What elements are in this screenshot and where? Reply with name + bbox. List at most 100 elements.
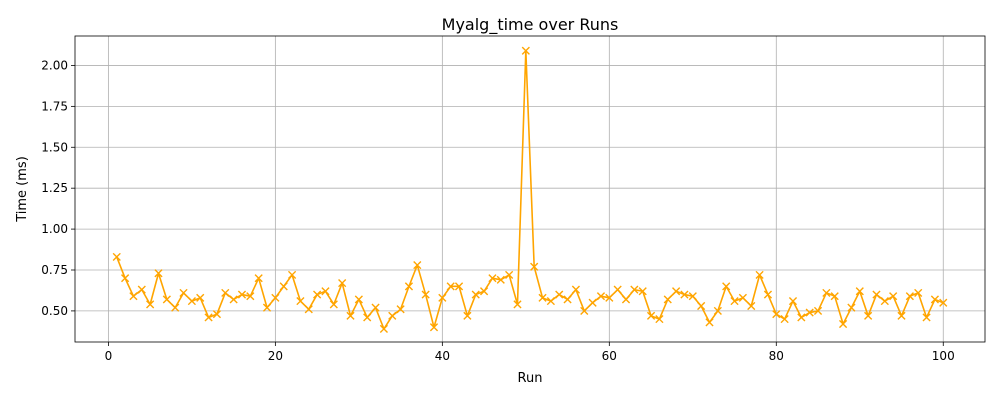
data-point-marker bbox=[513, 300, 522, 309]
data-point-marker bbox=[271, 293, 280, 302]
data-point-marker bbox=[805, 308, 814, 317]
data-point-marker bbox=[438, 293, 447, 302]
data-point-marker bbox=[120, 274, 130, 283]
data-point-marker bbox=[813, 306, 823, 316]
data-point-marker bbox=[897, 311, 906, 320]
data-point-marker bbox=[112, 252, 121, 262]
data-point-marker bbox=[304, 305, 313, 314]
data-point-marker bbox=[446, 282, 455, 291]
y-tick-label: 1.00 bbox=[41, 222, 68, 236]
data-point-marker bbox=[237, 290, 247, 299]
grid-lines bbox=[75, 36, 985, 342]
data-point-marker bbox=[546, 296, 555, 306]
data-point-marker bbox=[646, 311, 656, 320]
data-point-marker bbox=[229, 295, 238, 304]
data-point-marker bbox=[563, 295, 572, 304]
plot-frame bbox=[74, 35, 986, 343]
data-point-marker bbox=[630, 285, 639, 294]
x-tick-label: 60 bbox=[602, 349, 617, 363]
data-point-marker bbox=[872, 290, 881, 299]
data-point-marker bbox=[329, 300, 338, 309]
data-point-marker bbox=[296, 296, 305, 306]
data-point-marker bbox=[772, 310, 781, 319]
data-point-marker bbox=[571, 285, 581, 294]
data-point-marker bbox=[855, 287, 864, 296]
data-point-marker bbox=[396, 305, 405, 314]
data-point-marker bbox=[388, 311, 397, 320]
data-point-marker bbox=[313, 290, 322, 299]
y-tick-label: 1.50 bbox=[41, 140, 68, 154]
data-point-marker bbox=[454, 282, 464, 291]
data-point-marker bbox=[922, 313, 931, 322]
data-point-marker bbox=[722, 282, 731, 291]
data-point-marker bbox=[672, 287, 681, 296]
y-tick-label: 0.75 bbox=[41, 263, 68, 277]
y-tick-label: 1.25 bbox=[41, 181, 68, 195]
data-point-marker bbox=[697, 301, 706, 311]
data-point-marker bbox=[196, 293, 205, 302]
data-point-marker bbox=[939, 298, 948, 307]
y-axis-title: Time (ms) bbox=[15, 156, 30, 223]
data-point-marker bbox=[505, 270, 514, 280]
data-point-marker bbox=[755, 270, 764, 280]
data-point-marker bbox=[346, 311, 355, 320]
data-point-marker bbox=[713, 306, 722, 316]
x-tick-label: 0 bbox=[105, 349, 113, 363]
data-point-marker bbox=[204, 313, 213, 322]
x-tick-label: 80 bbox=[769, 349, 784, 363]
series-time bbox=[112, 46, 948, 334]
data-point-marker bbox=[738, 293, 747, 302]
x-tick-label: 40 bbox=[435, 349, 450, 363]
y-tick-label: 2.00 bbox=[41, 58, 68, 72]
data-point-marker bbox=[780, 314, 789, 324]
data-point-marker bbox=[187, 296, 196, 306]
data-point-marker bbox=[212, 310, 222, 319]
data-point-marker bbox=[822, 288, 831, 298]
data-point-marker bbox=[287, 270, 297, 280]
data-point-marker bbox=[763, 290, 773, 299]
data-point-marker bbox=[154, 269, 163, 278]
data-point-marker bbox=[830, 292, 839, 301]
data-point-marker bbox=[680, 290, 689, 299]
data-point-marker bbox=[137, 285, 146, 294]
data-point-marker bbox=[262, 303, 272, 312]
data-point-marker bbox=[254, 274, 263, 283]
data-point-marker bbox=[146, 300, 155, 309]
data-point-marker bbox=[663, 295, 672, 304]
data-point-marker bbox=[363, 313, 372, 322]
data-point-marker bbox=[171, 303, 180, 312]
data-point-marker bbox=[580, 306, 589, 316]
data-point-marker bbox=[463, 311, 472, 320]
data-point-marker bbox=[797, 313, 806, 322]
x-tick-label: 100 bbox=[932, 349, 955, 363]
data-point-marker bbox=[605, 293, 614, 302]
x-axis-title: Run bbox=[518, 371, 543, 386]
data-point-marker bbox=[321, 287, 330, 296]
data-point-marker bbox=[279, 282, 288, 291]
data-point-marker bbox=[555, 290, 564, 299]
data-point-marker bbox=[488, 274, 497, 283]
data-point-marker bbox=[596, 292, 606, 301]
x-tick-label: 20 bbox=[268, 349, 283, 363]
data-point-marker bbox=[338, 278, 347, 288]
y-tick-label: 0.50 bbox=[41, 304, 68, 318]
data-point-marker bbox=[530, 262, 539, 271]
data-point-marker bbox=[379, 324, 388, 334]
data-point-marker bbox=[496, 275, 505, 284]
data-point-marker bbox=[421, 290, 430, 299]
data-point-marker bbox=[179, 288, 188, 298]
data-point-marker bbox=[914, 288, 923, 298]
data-point-marker bbox=[162, 295, 171, 304]
data-point-marker bbox=[688, 292, 697, 301]
data-point-marker bbox=[413, 260, 422, 270]
data-point-marker bbox=[521, 46, 530, 55]
data-point-marker bbox=[621, 295, 631, 304]
data-point-marker bbox=[429, 323, 439, 332]
data-point-marker bbox=[705, 318, 714, 327]
data-point-marker bbox=[538, 293, 547, 302]
data-point-marker bbox=[905, 292, 914, 301]
data-point-marker bbox=[371, 303, 380, 312]
chart-title: Myalg_time over Runs bbox=[442, 15, 619, 35]
